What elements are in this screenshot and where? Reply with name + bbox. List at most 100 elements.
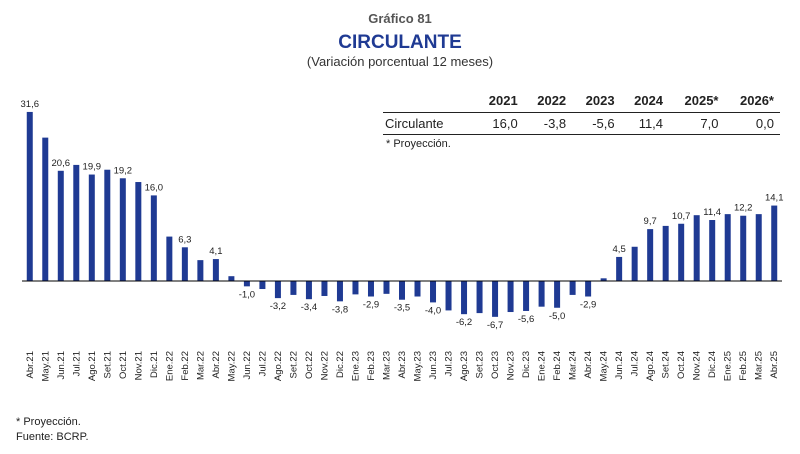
table-note: * Proyección. [386, 138, 451, 150]
x-tick-label: Dic.22 [335, 351, 346, 378]
bar-Set.23 [476, 281, 483, 314]
x-tick-label: Set.24 [661, 351, 672, 378]
x-tick-label: Ago.23 [459, 351, 470, 381]
table-corner-cell [383, 91, 476, 113]
bar-Mar.24 [569, 281, 576, 295]
bar-Ene.24 [538, 281, 545, 307]
data-label: -3,4 [301, 302, 317, 313]
bar-Feb.22 [181, 247, 188, 281]
table-cell: 11,4 [620, 112, 670, 135]
x-tick-label: Ago.22 [273, 351, 284, 381]
bar-Ene.23 [352, 281, 359, 295]
x-tick-label: Ene.23 [350, 351, 361, 381]
x-tick-label: Abr.24 [583, 351, 594, 378]
table-cell: -3,8 [523, 112, 573, 135]
data-label: 19,9 [83, 162, 102, 173]
data-label: 11,4 [703, 207, 721, 218]
x-tick-label: Dic.23 [521, 351, 532, 378]
bar-Jun.23 [430, 281, 437, 303]
data-label: 12,2 [734, 203, 753, 214]
table-header-row: 2021 2022 2023 2024 2025* 2026* [383, 91, 780, 113]
data-label: 20,6 [52, 158, 71, 169]
bar-Mar.25 [755, 214, 762, 282]
bar-Ago.24 [647, 229, 654, 281]
x-tick-label: Nov.23 [506, 351, 517, 380]
footnote-projection: * Proyección. [16, 416, 81, 428]
x-tick-label: Jul.21 [71, 351, 82, 376]
data-label: -4,0 [425, 305, 441, 316]
data-label: 31,6 [21, 99, 40, 110]
bar-Feb.25 [740, 215, 747, 281]
bar-Oct.22 [305, 281, 312, 300]
x-tick-label: Jun.23 [428, 351, 439, 380]
bar-Nov.23 [507, 281, 514, 313]
x-tick-label: Set.21 [102, 351, 113, 378]
bar-Feb.23 [367, 281, 374, 297]
bar-Jun.22 [243, 281, 250, 287]
x-tick-label: May.23 [413, 351, 424, 381]
data-label: -2,9 [580, 300, 596, 311]
x-tick-label: Oct.24 [676, 351, 687, 379]
table-cell: 7,0 [669, 112, 725, 135]
bar-Set.24 [662, 225, 669, 281]
x-tick-label: Dic.21 [149, 351, 160, 378]
bar-Ago.23 [461, 281, 468, 315]
x-tick-label: Oct.22 [304, 351, 315, 379]
table-cell: 16,0 [475, 112, 524, 135]
bar-Oct.23 [492, 281, 499, 317]
data-label: -3,8 [332, 304, 348, 315]
bar-Feb.24 [554, 281, 561, 308]
x-tick-label: Mar.23 [381, 351, 392, 380]
x-tick-label: Abr.21 [25, 351, 36, 378]
table-row: Circulante 16,0 -3,8 -5,6 11,4 7,0 0,0 [383, 112, 780, 135]
x-tick-label: Nov.24 [692, 351, 703, 380]
table-year-header: 2025* [669, 91, 725, 113]
bar-Mar.22 [197, 260, 204, 281]
bar-Abr.24 [585, 281, 592, 297]
footnote-source: Fuente: BCRP. [16, 431, 89, 443]
figure-number: Gráfico 81 [368, 11, 432, 26]
x-tick-label: Mar.24 [568, 351, 579, 380]
chart-subtitle: (Variación porcentual 12 meses) [306, 54, 494, 69]
x-tick-label: Ago.21 [87, 351, 98, 381]
x-tick-label: Ene.24 [537, 351, 548, 381]
bar-Dic.23 [523, 281, 530, 311]
data-label: 4,5 [613, 244, 626, 255]
data-label: -2,9 [363, 300, 379, 311]
data-label: -6,2 [456, 317, 472, 328]
bar-Jul.24 [631, 246, 638, 281]
x-tick-label: Jul.24 [630, 351, 641, 376]
x-tick-label: Mar.22 [195, 351, 206, 380]
x-tick-label: Feb.23 [366, 351, 377, 381]
x-tick-label: Oct.23 [490, 351, 501, 379]
x-tick-label: Feb.24 [552, 351, 563, 381]
data-label: -6,7 [487, 320, 503, 331]
x-tick-label: Oct.21 [118, 351, 129, 379]
bar-Jul.22 [259, 281, 266, 290]
annual-summary-table: 2021 2022 2023 2024 2025* 2026* Circulan… [383, 91, 780, 135]
bar-Jun.24 [616, 256, 623, 281]
x-tick-label: Feb.25 [738, 351, 749, 381]
data-label: -1,0 [239, 289, 255, 300]
x-tick-label: Ago.24 [645, 351, 656, 381]
bar-May.24 [600, 278, 607, 281]
x-tick-label: Nov.21 [133, 351, 144, 380]
chart-title: CIRCULANTE [338, 32, 462, 53]
data-label: -3,2 [270, 301, 286, 312]
data-label: 4,1 [209, 246, 222, 257]
bar-Ago.22 [274, 281, 281, 299]
bar-Jul.23 [445, 281, 452, 311]
data-label: -5,6 [518, 314, 534, 325]
x-tick-label: Ene.25 [723, 351, 734, 381]
data-label: 14,1 [765, 193, 784, 204]
data-label: 6,3 [178, 234, 191, 245]
table-year-header: 2026* [724, 91, 780, 113]
x-tick-label: Dic.24 [707, 351, 718, 378]
bar-Nov.21 [135, 182, 142, 281]
bar-Abr.21 [26, 111, 33, 281]
x-tick-label: Jun.22 [242, 351, 253, 380]
bar-May.21 [42, 137, 49, 281]
bar-Set.21 [104, 169, 111, 281]
bar-Jun.21 [57, 170, 64, 281]
